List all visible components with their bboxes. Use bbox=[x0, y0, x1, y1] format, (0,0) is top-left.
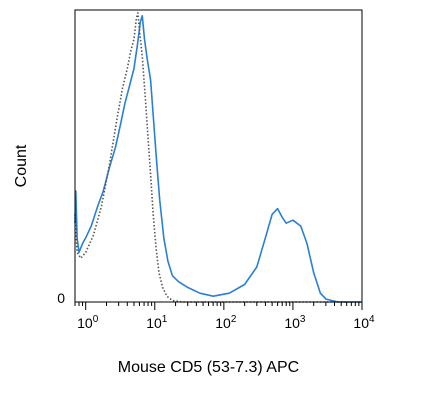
y-tick-label: 0 bbox=[57, 290, 65, 306]
x-tick-label: 103 bbox=[284, 314, 306, 331]
x-tick-label: 104 bbox=[353, 314, 375, 331]
x-tick-label: 100 bbox=[77, 314, 99, 331]
x-tick-label: 102 bbox=[215, 314, 237, 331]
y-axis-title: Count bbox=[13, 144, 30, 187]
y-axis-ticks: 0 bbox=[57, 290, 65, 306]
x-axis-title: Mouse CD5 (53-7.3) APC bbox=[118, 359, 299, 376]
x-tick-label: 101 bbox=[146, 314, 168, 331]
series-line-2 bbox=[74, 12, 362, 303]
series-line-1 bbox=[74, 15, 362, 303]
x-axis-ticks: 100 101 102 103 104 bbox=[74, 302, 375, 331]
plot-frame bbox=[74, 9, 363, 303]
plot-lines bbox=[74, 12, 362, 303]
